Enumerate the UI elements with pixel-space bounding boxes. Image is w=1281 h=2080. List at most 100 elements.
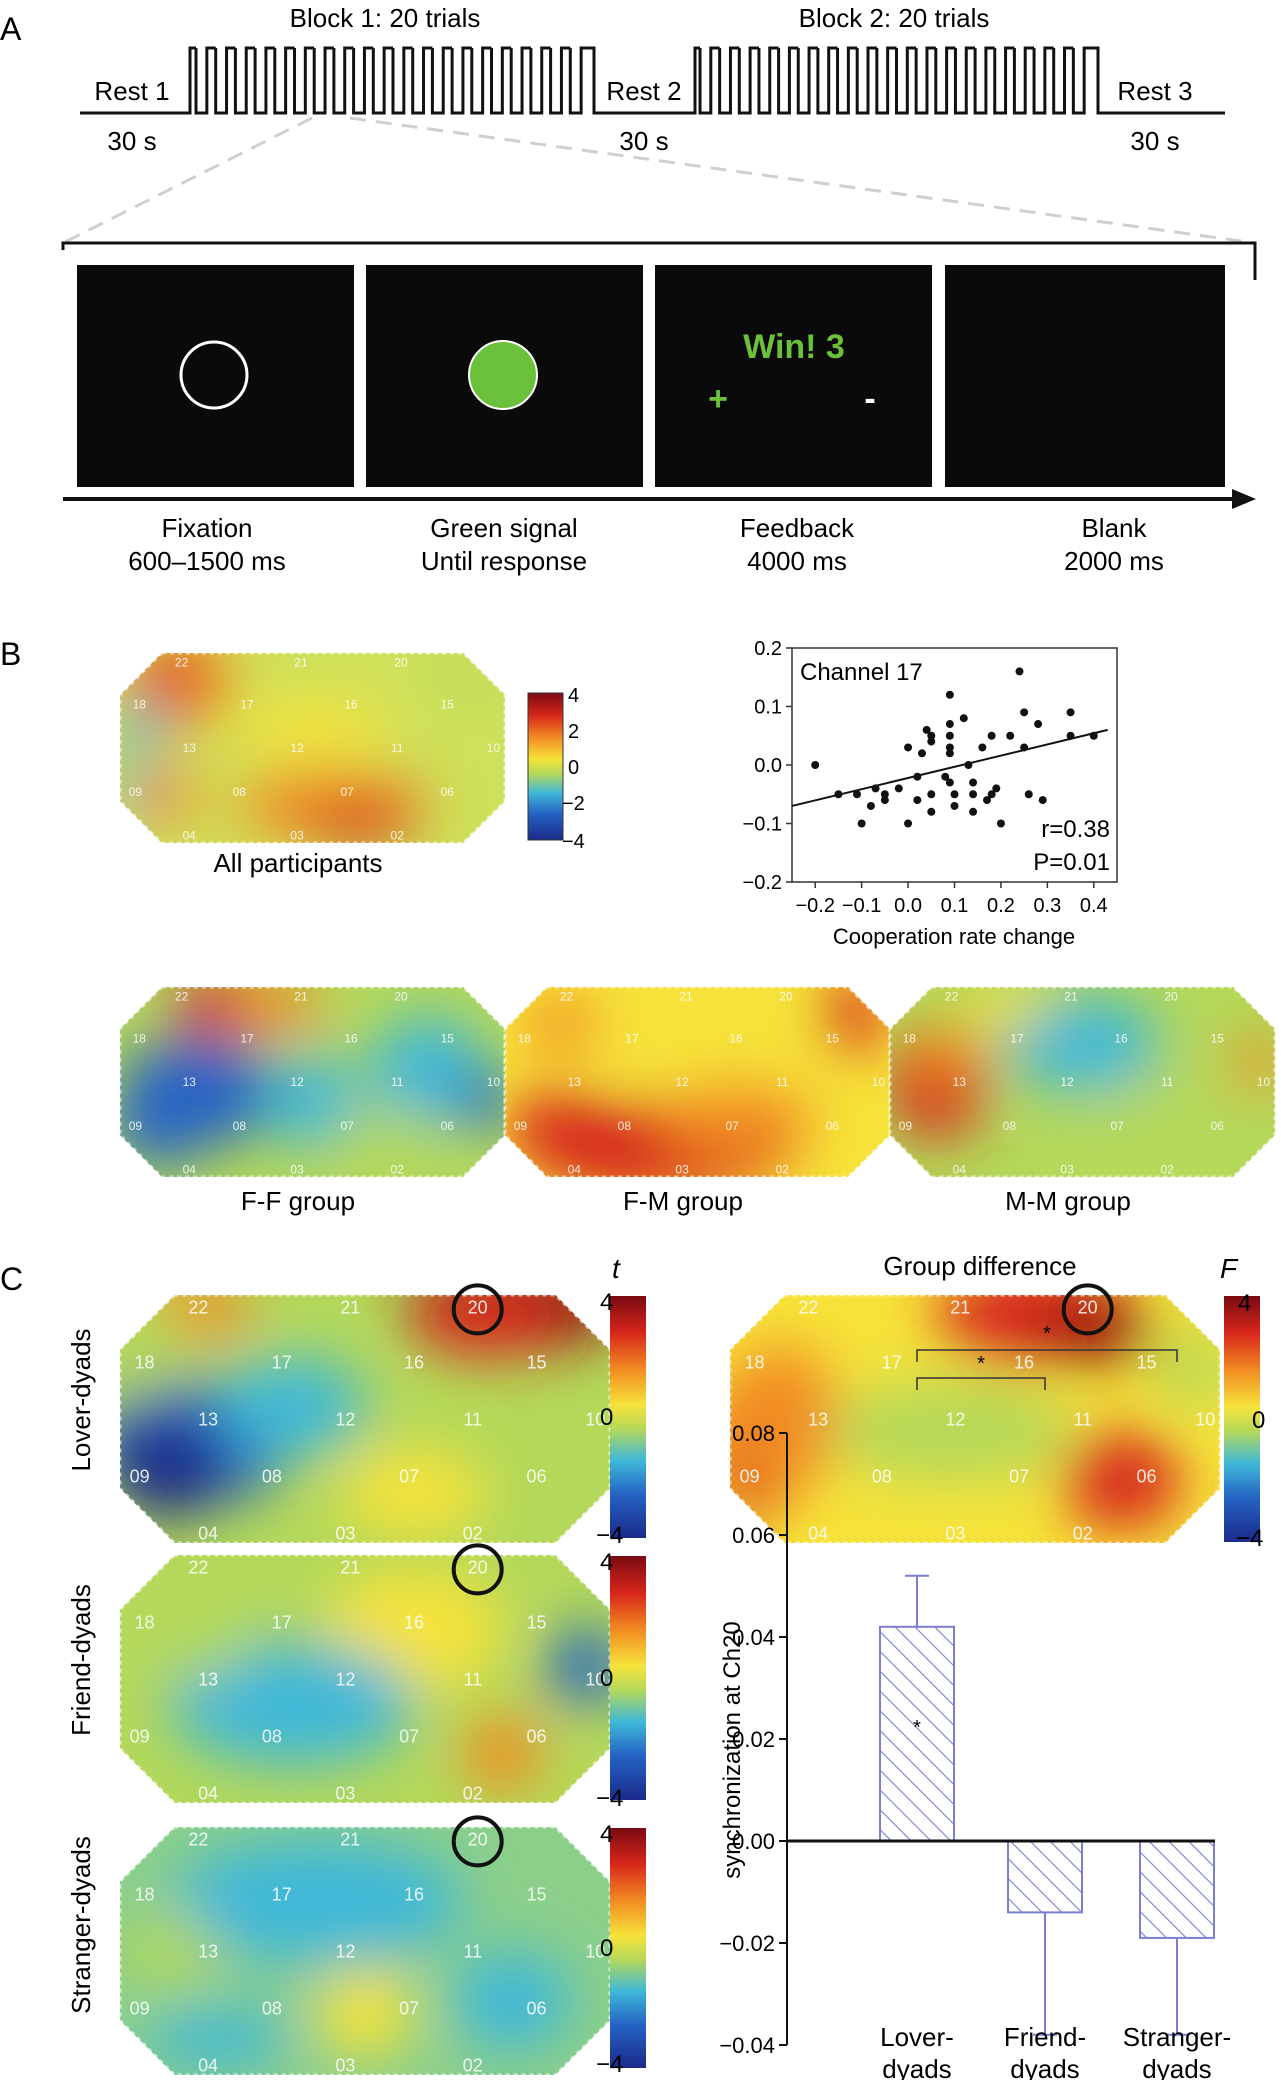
channel-label: 22	[945, 990, 959, 1004]
t-symbol: t	[612, 1253, 621, 1284]
group-difference-title: Group difference	[883, 1251, 1076, 1281]
colorbar-c-tick: 0	[600, 1665, 613, 1692]
colorbar-b-tick: −2	[562, 793, 585, 815]
channel-label: 10	[585, 1409, 605, 1429]
channel-label: 22	[560, 990, 574, 1004]
scatter-point	[904, 819, 913, 828]
scatter-point	[918, 749, 926, 758]
scatter-point	[945, 690, 954, 699]
topo-map-all-participants: 22 21 20 18 17 16 15 13 12 11 10 09 08 07 06 04 03 02	[118, 651, 507, 845]
rest2-duration: 30 s	[619, 126, 668, 156]
channel-label: 21	[294, 990, 308, 1004]
channel-label: 03	[1060, 1163, 1074, 1177]
screen-duration-green: Until response	[421, 546, 587, 576]
fixation-circle	[179, 340, 249, 410]
colorbar-b-tick: 2	[568, 721, 579, 743]
channel-label: 06	[526, 1998, 546, 2018]
row-label-friend: Friend-dyads	[66, 1584, 96, 1736]
channel-label: 02	[776, 1163, 790, 1177]
screen-duration-blank: 2000 ms	[1064, 546, 1164, 576]
channel-label: 15	[441, 1032, 455, 1046]
scatter-point	[987, 790, 996, 799]
channel-label: 11	[463, 1669, 482, 1689]
significance-star: *	[913, 1717, 921, 1739]
channel-label: 15	[441, 698, 455, 712]
channel-label: 17	[882, 1352, 902, 1372]
bar	[1007, 1840, 1083, 1914]
channel-label: 08	[1003, 1119, 1017, 1133]
channel-label: 13	[953, 1075, 967, 1089]
green-signal-circle	[468, 340, 538, 410]
channel-label: 16	[344, 698, 358, 712]
channel-label: 07	[340, 785, 354, 799]
channel-label: 22	[175, 656, 189, 670]
screen-green-signal	[366, 265, 643, 487]
channel-label: 17	[272, 1884, 292, 1904]
feedback-plus: +	[708, 380, 728, 418]
trial-pulse-train	[194, 46, 590, 115]
rest2-label: Rest 2	[606, 76, 681, 106]
scatter-point	[853, 790, 861, 799]
channel-label: 18	[744, 1352, 764, 1372]
scatter-point	[904, 743, 913, 752]
channel-label: 02	[463, 2055, 483, 2075]
channel-label: 20	[468, 1298, 488, 1318]
channel-label: 15	[526, 1612, 546, 1632]
channel-label: 16	[1114, 1032, 1128, 1046]
channel-label: 21	[340, 1558, 360, 1578]
channel-label: 21	[294, 656, 308, 670]
channel-label: 16	[1014, 1352, 1034, 1372]
colorbar-c-tick: 0	[600, 1935, 613, 1962]
channel-label: 04	[183, 1163, 197, 1177]
screen-fixation	[77, 265, 354, 487]
scatter-point	[945, 778, 954, 787]
scatter-point	[1020, 743, 1029, 752]
channel-label: 04	[198, 1783, 218, 1803]
channel-label: 06	[441, 1119, 455, 1133]
channel-label: 07	[399, 1466, 419, 1486]
scatter-point	[992, 784, 1001, 793]
scatter-point	[1066, 708, 1075, 717]
bar-y-tick: 0.00	[732, 1829, 775, 1854]
scatter-point	[880, 796, 889, 805]
channel-label: 17	[272, 1612, 292, 1632]
channel-label: 08	[233, 1119, 247, 1133]
channel-label: 18	[133, 1032, 147, 1046]
scatter-point	[880, 790, 889, 799]
channel-label: 08	[262, 1726, 282, 1746]
channel-label: 03	[290, 829, 304, 843]
channel-label: 16	[404, 1884, 424, 1904]
channel-label: 20	[1078, 1298, 1098, 1318]
channel-label: 22	[188, 1830, 208, 1850]
channel-label: 22	[798, 1298, 818, 1318]
scatter-point	[969, 807, 978, 816]
bar-y-tick: −0.02	[719, 1931, 775, 1956]
channel-label: 07	[399, 1998, 419, 2018]
scatter-point	[871, 784, 880, 793]
scatter-point	[927, 790, 936, 799]
channel-label: 07	[725, 1119, 739, 1133]
scatter-point	[834, 790, 843, 799]
fit-line	[791, 728, 1108, 807]
highlight-ring-ch20	[451, 1815, 504, 1868]
channel-label: 17	[240, 698, 254, 712]
channel-label: 08	[618, 1119, 632, 1133]
channel-label: 16	[729, 1032, 743, 1046]
screen-feedback: Win! 3 + -	[655, 265, 932, 487]
channel-label: 21	[679, 990, 693, 1004]
colorbar-b-tick: 0	[568, 757, 579, 779]
channel-label: 09	[129, 1119, 143, 1133]
scatter-point	[978, 743, 987, 752]
bar-y-tick: 0.02	[732, 1727, 775, 1752]
channel-label: 20	[468, 1558, 488, 1578]
channel-label: 11	[776, 1075, 789, 1089]
bar-y-tick: −0.04	[719, 2033, 775, 2058]
scatter-annotation-r: r=0.38	[1041, 816, 1110, 843]
channel-label: 06	[1211, 1119, 1225, 1133]
channel-label: 11	[391, 741, 404, 755]
channel-label: 18	[133, 698, 147, 712]
scatter-point	[811, 761, 820, 769]
scatter-point	[964, 761, 973, 769]
channel-label: 02	[1161, 1163, 1175, 1177]
